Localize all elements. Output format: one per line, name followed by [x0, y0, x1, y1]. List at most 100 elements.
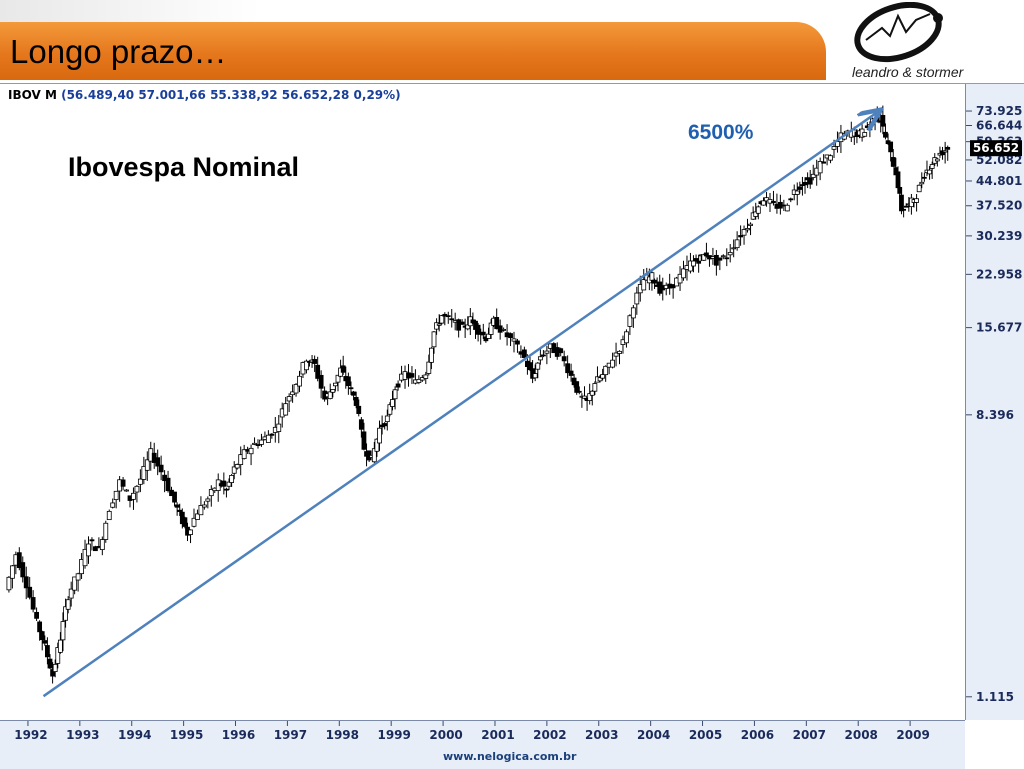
candle-up	[390, 399, 395, 407]
candle-down	[738, 235, 743, 238]
candle-up	[252, 442, 257, 445]
candle-up	[465, 324, 471, 330]
candle-down	[899, 194, 904, 212]
candle-up	[286, 396, 292, 402]
candle-up	[600, 374, 606, 379]
x-tick-label: 2003	[585, 728, 618, 742]
candle-up	[106, 510, 112, 521]
candlestick-series	[6, 105, 951, 684]
candle-down	[576, 390, 582, 393]
candle-up	[65, 599, 71, 610]
candle-up	[649, 272, 655, 281]
chart-title: Ibovespa Nominal	[68, 152, 300, 182]
y-tick-label: 52.082	[976, 153, 1022, 167]
candle-down	[345, 376, 351, 387]
candle-down	[527, 362, 533, 371]
candle-down	[821, 161, 827, 164]
candle-up	[387, 404, 393, 415]
candle-down	[37, 621, 43, 633]
candle-up	[60, 621, 66, 641]
y-axis-ticks: 73.92566.64459.36352.08244.80137.52030.2…	[966, 104, 1022, 704]
candle-up	[134, 485, 140, 493]
candle-up	[327, 391, 333, 400]
candle-up	[297, 375, 302, 387]
candle-down	[568, 370, 574, 376]
candle-down	[93, 546, 98, 552]
candle-up	[914, 198, 919, 203]
x-tick-label: 2001	[481, 728, 514, 742]
candle-down	[797, 186, 803, 190]
candle-up	[431, 331, 437, 348]
candle-down	[940, 150, 945, 156]
candle-down	[561, 356, 567, 362]
slide-title: Longo prazo…	[10, 33, 227, 70]
footer-url: www.nelogica.com.br	[443, 750, 577, 763]
candle-up	[627, 315, 633, 327]
candle-up	[634, 292, 640, 305]
candle-up	[103, 522, 109, 540]
candle-up	[748, 223, 753, 226]
candle-up	[810, 173, 816, 178]
candle-up	[248, 447, 254, 455]
x-tick-label: 1998	[326, 728, 359, 742]
x-tick-label: 1997	[274, 728, 307, 742]
candle-up	[265, 434, 271, 443]
current-price-badge: 56.652	[970, 140, 1022, 157]
candle-up	[283, 403, 289, 416]
candle-up	[867, 124, 873, 131]
candle-down	[42, 640, 48, 644]
candle-down	[901, 208, 907, 211]
candle-up	[592, 383, 598, 392]
y-tick-label: 15.677	[976, 321, 1022, 335]
candle-down	[565, 363, 571, 374]
candle-up	[229, 475, 235, 483]
candle-up	[205, 498, 211, 502]
y-tick-label: 1.115	[976, 690, 1014, 704]
candle-up	[55, 647, 61, 664]
candle-up	[63, 606, 68, 621]
candle-up	[681, 268, 686, 279]
candle-up	[741, 229, 747, 236]
logo-text: leandro & stormer	[852, 64, 964, 80]
candle-down	[521, 349, 527, 358]
candle-down	[120, 479, 126, 487]
candle-down	[449, 318, 455, 321]
candle-down	[45, 645, 50, 658]
candle-up	[511, 338, 517, 342]
ticker-symbol: IBOV M	[8, 88, 57, 102]
candle-up	[426, 361, 432, 374]
candle-down	[358, 419, 364, 430]
candle-up	[613, 352, 619, 357]
y-tick-label: 30.239	[976, 229, 1022, 243]
candle-up	[610, 359, 615, 368]
candle-down	[50, 669, 55, 677]
candle-down	[921, 176, 927, 179]
candle-up	[137, 478, 143, 485]
candle-up	[6, 576, 12, 591]
candle-down	[888, 141, 894, 153]
y-tick-label: 22.958	[976, 267, 1022, 281]
candle-up	[333, 382, 338, 387]
candle-down	[269, 433, 275, 436]
candle-down	[459, 321, 465, 325]
x-tick-label: 1996	[222, 728, 255, 742]
candle-up	[392, 389, 398, 400]
candle-up	[113, 490, 119, 501]
candle-up	[731, 247, 737, 250]
candle-up	[862, 132, 868, 137]
candle-down	[717, 257, 723, 261]
candle-down	[177, 509, 183, 512]
candle-up	[208, 489, 214, 497]
candle-up	[195, 513, 200, 520]
candle-up	[72, 576, 78, 591]
candle-up	[198, 505, 204, 516]
candle-down	[351, 391, 356, 396]
candle-up	[761, 200, 766, 206]
candle-down	[27, 586, 33, 598]
x-tick-label: 1995	[170, 728, 203, 742]
candle-down	[34, 611, 39, 619]
candle-up	[617, 350, 622, 354]
candle-down	[165, 477, 171, 492]
candle-up	[110, 502, 116, 508]
candle-down	[475, 324, 481, 335]
